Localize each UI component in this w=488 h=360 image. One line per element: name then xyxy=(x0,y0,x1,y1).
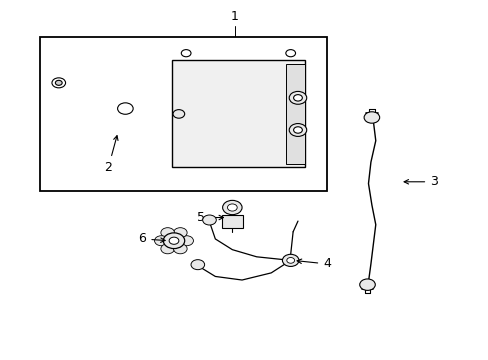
Bar xyxy=(171,60,305,167)
Circle shape xyxy=(55,80,62,85)
Text: 6: 6 xyxy=(138,233,165,246)
Circle shape xyxy=(180,236,193,246)
Circle shape xyxy=(282,254,298,266)
Circle shape xyxy=(173,228,187,238)
Text: 4: 4 xyxy=(297,257,330,270)
Circle shape xyxy=(222,201,242,215)
Bar xyxy=(221,215,243,228)
Circle shape xyxy=(154,236,168,246)
Circle shape xyxy=(286,257,294,263)
Circle shape xyxy=(293,95,302,101)
Circle shape xyxy=(288,91,306,104)
Text: 2: 2 xyxy=(104,136,118,174)
Circle shape xyxy=(359,279,374,291)
Circle shape xyxy=(285,50,295,57)
Circle shape xyxy=(161,228,174,238)
Bar xyxy=(285,64,305,164)
Text: 1: 1 xyxy=(230,10,238,23)
Circle shape xyxy=(163,233,184,249)
Circle shape xyxy=(293,127,302,133)
Text: 5: 5 xyxy=(196,211,223,224)
Circle shape xyxy=(161,244,174,254)
Circle shape xyxy=(191,260,204,270)
Circle shape xyxy=(169,237,179,244)
Circle shape xyxy=(181,50,191,57)
Circle shape xyxy=(173,110,184,118)
Circle shape xyxy=(202,215,216,225)
Circle shape xyxy=(364,112,379,123)
Circle shape xyxy=(288,123,306,136)
Bar xyxy=(40,37,326,191)
Circle shape xyxy=(173,244,187,254)
Circle shape xyxy=(117,103,133,114)
Text: 3: 3 xyxy=(403,175,437,188)
Circle shape xyxy=(52,78,65,88)
Circle shape xyxy=(227,204,237,211)
